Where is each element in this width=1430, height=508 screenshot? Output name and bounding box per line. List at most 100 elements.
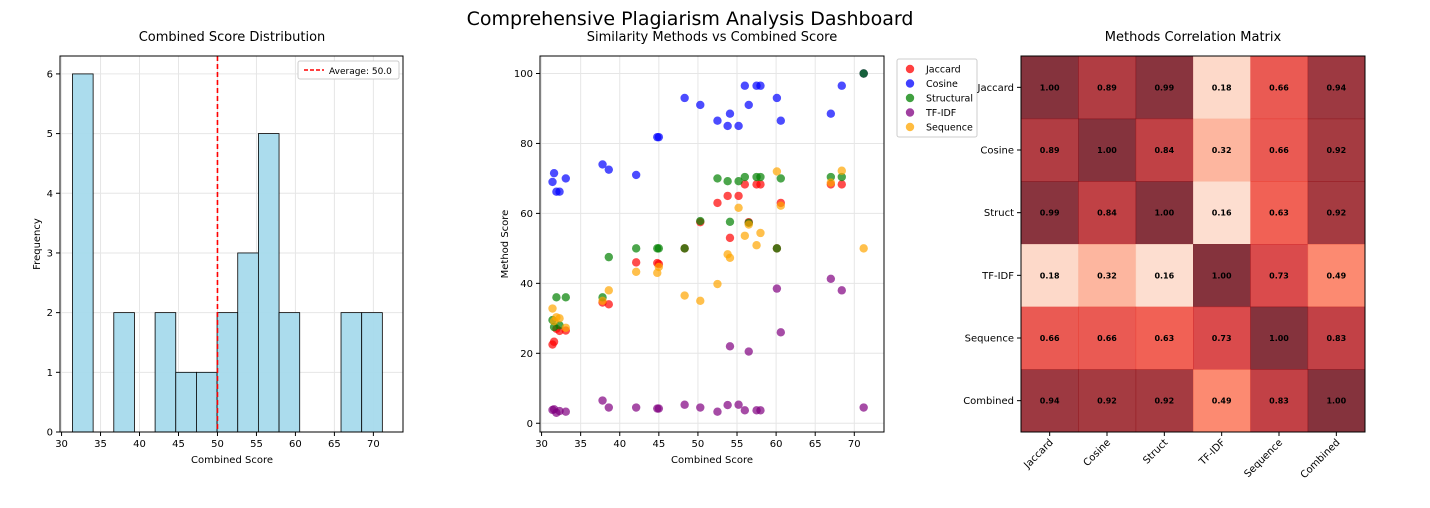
histogram-legend: Average: 50.0 — [297, 60, 400, 80]
scatter-point-tf-idf — [744, 347, 753, 356]
heatmap-cell — [1135, 181, 1194, 245]
heatmap-xtick-label: Jaccard — [1022, 437, 1056, 471]
heatmap-cell — [1135, 56, 1194, 120]
scatter-point-tf-idf — [598, 396, 607, 405]
heatmap-cell — [1193, 306, 1251, 370]
histogram-xlabel: Combined Score — [191, 455, 273, 466]
scatter-legend-swatch — [905, 64, 915, 74]
histogram-ytick-label: 4 — [47, 189, 53, 200]
scatter-point-cosine — [837, 81, 846, 90]
histogram-xtick-label: 65 — [328, 439, 341, 450]
histogram-ylabel: Frequency — [32, 218, 43, 270]
scatter-point-cosine — [680, 93, 689, 103]
heatmap-cell-label: 0.32 — [1097, 271, 1117, 280]
heatmap-cell-label: 0.92 — [1326, 146, 1346, 155]
histogram-ytick-label: 2 — [47, 308, 53, 319]
scatter-point-sequence — [725, 253, 735, 263]
heatmap-cell-label: 0.89 — [1040, 146, 1060, 155]
histogram-bar — [340, 312, 363, 433]
scatter-point-cosine — [654, 132, 664, 142]
heatmap-cell — [1250, 244, 1309, 308]
scatter-xtick-label: 35 — [574, 439, 587, 450]
heatmap-cell — [1307, 244, 1366, 308]
histogram-xtick-label: 55 — [250, 439, 263, 450]
scatter-point-sequence — [756, 228, 765, 238]
histogram-xtick-label: 45 — [172, 439, 185, 450]
scatter-point-cosine — [826, 109, 836, 118]
heatmap-cell-label: 0.16 — [1212, 209, 1232, 218]
scatter-point-sequence — [740, 231, 750, 240]
heatmap-cell-label: 0.99 — [1040, 209, 1060, 218]
scatter-xtick-label: 50 — [692, 439, 705, 450]
heatmap-cell-label: 0.49 — [1326, 271, 1346, 280]
heatmap-xtick-label: Sequence — [1242, 437, 1285, 480]
histogram-bar — [361, 312, 383, 433]
heatmap-ytick-label: Sequence — [965, 334, 1014, 345]
histogram-xtick-label: 70 — [367, 439, 380, 450]
scatter-legend-label: Structural — [926, 94, 973, 105]
scatter-point-jaccard — [723, 191, 732, 201]
scatter-point-sequence — [555, 314, 564, 323]
histogram-legend-box — [297, 60, 400, 80]
scatter-point-structural — [631, 244, 641, 253]
heatmap-axes-frame — [1020, 55, 1366, 433]
heatmap-cell — [1193, 56, 1251, 120]
histogram-bar — [196, 371, 218, 433]
scatter-legend-box — [896, 58, 978, 138]
histogram-title: Combined Score Distribution — [139, 30, 326, 45]
heatmap-cell-label: 0.92 — [1154, 397, 1174, 406]
heatmap-cell-label: 0.83 — [1326, 334, 1346, 343]
scatter-legend-swatch — [905, 108, 915, 117]
scatter-point-sequence — [561, 323, 570, 332]
scatter-ytick-label: 60 — [520, 209, 533, 220]
heatmap-cell — [1021, 244, 1079, 308]
scatter-point-jaccard — [734, 191, 743, 201]
scatter-point-tf-idf — [631, 403, 641, 412]
scatter-point-structural — [713, 174, 722, 183]
scatter-point-cosine — [734, 121, 743, 131]
heatmap-cell — [1078, 181, 1137, 245]
heatmap-xtick-label: Combined — [1299, 437, 1343, 481]
scatter-point-tf-idf — [734, 400, 743, 409]
scatter-point-sequence — [631, 267, 641, 277]
scatter-legend-swatch — [905, 93, 915, 103]
scatter-point-cosine — [713, 116, 722, 125]
scatter-point-structural — [734, 177, 743, 186]
heatmap-cell-label: 0.49 — [1212, 397, 1232, 406]
scatter-legend-label: Sequence — [926, 123, 973, 134]
scatter-point-tf-idf — [713, 407, 722, 416]
scatter-point-structural — [772, 244, 782, 253]
heatmap-cell-label: 0.92 — [1097, 397, 1117, 406]
heatmap-ytick-label: Combined — [963, 396, 1014, 407]
heatmap-cell-label: 0.66 — [1269, 146, 1289, 155]
scatter-point-cosine — [555, 187, 564, 196]
heatmap-cell — [1078, 118, 1137, 182]
scatter-point-sequence — [752, 241, 761, 250]
heatmap-cell — [1135, 306, 1194, 370]
scatter-legend-label: Jaccard — [925, 65, 961, 76]
scatter-point-sequence — [859, 244, 868, 253]
heatmap-cell-label: 0.66 — [1040, 334, 1060, 343]
heatmap-cell-label: 0.66 — [1269, 83, 1289, 92]
heatmap-cell — [1135, 118, 1194, 182]
scatter-point-tf-idf — [680, 400, 689, 409]
heatmap-cell-label: 1.00 — [1154, 209, 1174, 218]
scatter-point-jaccard — [756, 180, 765, 189]
scatter-xtick-label: 60 — [770, 439, 783, 450]
scatter-point-jaccard — [740, 180, 750, 189]
scatter-xtick-label: 65 — [809, 439, 822, 450]
scatter-point-tf-idf — [826, 274, 836, 284]
histogram-axes-frame — [59, 55, 404, 433]
scatter-point-structural — [604, 252, 613, 262]
scatter-xtick-label: 55 — [731, 439, 744, 450]
heatmap-cell — [1021, 306, 1079, 370]
scatter-panel: Similarity Methods vs Combined Score Com… — [500, 30, 978, 466]
heatmap-cell-label: 0.66 — [1097, 334, 1117, 343]
heatmap-cell — [1193, 369, 1251, 433]
heatmap-cell — [1193, 244, 1251, 308]
scatter-point-structural — [776, 174, 785, 183]
scatter-point-cosine — [744, 100, 753, 110]
heatmap-ytick-label: TF-IDF — [981, 271, 1014, 282]
scatter-point-cosine — [549, 168, 559, 178]
